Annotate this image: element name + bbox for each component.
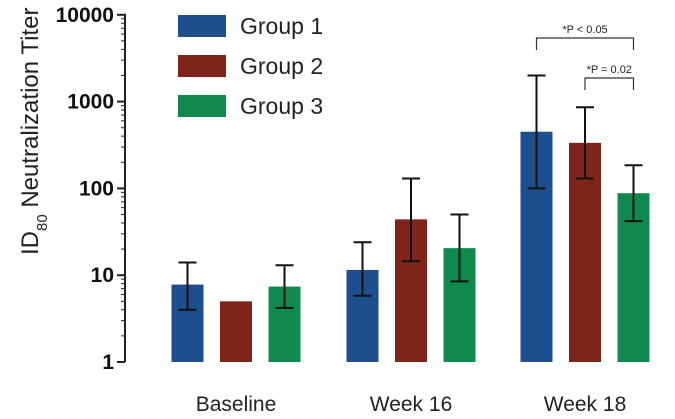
y-label-rest: Neutralization Titer xyxy=(17,8,44,215)
significance-bracket xyxy=(584,77,635,90)
y-label-main: ID xyxy=(17,231,44,255)
significance-label: *P < 0.05 xyxy=(562,24,607,36)
x-tick-label: Baseline xyxy=(196,393,277,416)
legend-label: Group 3 xyxy=(240,93,323,119)
significance-label: *P = 0.02 xyxy=(587,64,632,76)
x-tick-label: Week 16 xyxy=(370,393,453,416)
legend-swatch xyxy=(178,15,226,37)
y-tick-label: 10 xyxy=(91,264,114,287)
significance-bracket xyxy=(535,37,635,50)
legend-swatch xyxy=(178,95,226,117)
legend-label: Group 1 xyxy=(240,13,323,39)
svg-text:ID80 Neutralization Titer: ID80 Neutralization Titer xyxy=(17,8,51,255)
y-tick-label: 10000 xyxy=(56,4,114,27)
legend-label: Group 2 xyxy=(240,53,323,79)
bar xyxy=(220,301,252,362)
x-tick-label: Week 18 xyxy=(544,393,627,416)
y-tick-label: 1000 xyxy=(67,91,114,114)
y-label-subscript: 80 xyxy=(34,214,51,231)
y-axis-label: ID80 Neutralization Titer xyxy=(17,8,51,255)
legend-swatch xyxy=(178,55,226,77)
y-tick-label: 1 xyxy=(102,351,114,374)
y-tick-label: 100 xyxy=(79,177,114,200)
